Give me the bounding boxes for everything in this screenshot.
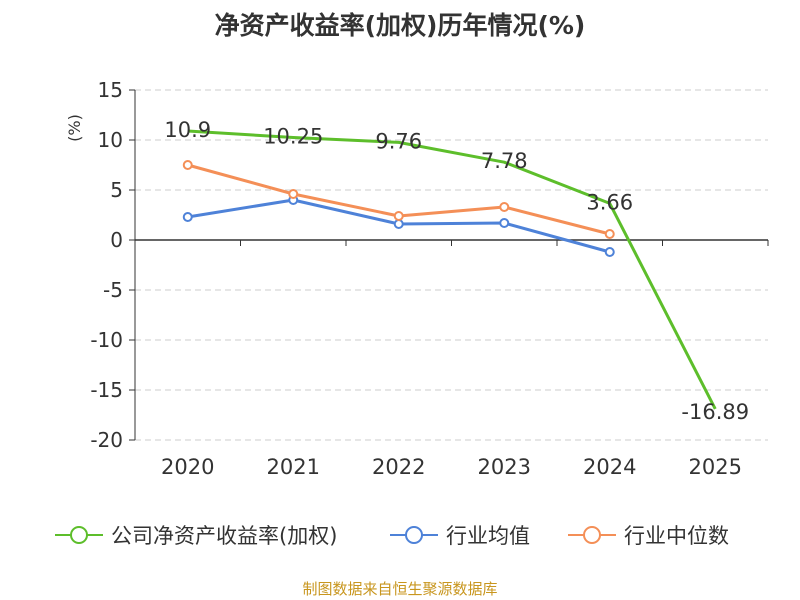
x-tick-label: 2020 xyxy=(161,455,214,479)
series-line-0 xyxy=(187,129,717,410)
series-1-point xyxy=(393,219,404,229)
series-1-point xyxy=(604,247,615,257)
series-2-point xyxy=(182,160,193,170)
series-1-point xyxy=(182,212,193,222)
data-label: -16.89 xyxy=(681,400,749,424)
x-tick-label: 2025 xyxy=(689,455,742,479)
legend-item-industry-median[interactable]: 行业中位数 xyxy=(568,520,729,550)
y-tick-label: -5 xyxy=(103,278,123,302)
legend-label-company-roe: 公司净资产收益率(加权) xyxy=(111,524,338,548)
x-tick-label: 2024 xyxy=(583,455,636,479)
legend-item-industry-mean[interactable]: 行业均值 xyxy=(390,520,530,550)
series-2-point xyxy=(288,189,299,199)
data-label: 9.76 xyxy=(375,129,422,153)
legend-line-circle-icon xyxy=(390,526,438,544)
legend-label-industry-mean: 行业均值 xyxy=(446,524,530,548)
data-label: 3.66 xyxy=(586,190,633,214)
y-tick-label: -20 xyxy=(90,428,123,452)
x-tick-label: 2022 xyxy=(372,455,425,479)
chart-title: 净资产收益率(加权)历年情况(%) xyxy=(214,11,586,40)
y-tick-label: 15 xyxy=(98,78,123,102)
x-tick-label: 2021 xyxy=(267,455,320,479)
data-label: 7.78 xyxy=(481,149,528,173)
data-label: 10.9 xyxy=(164,118,211,142)
y-tick-label: -15 xyxy=(90,378,123,402)
y-tick-label: 10 xyxy=(98,128,123,152)
x-tick-label: 2023 xyxy=(478,455,531,479)
legend-line-circle-icon xyxy=(568,526,616,544)
series-1-point xyxy=(499,218,510,228)
series-2-point xyxy=(499,202,510,212)
series-2-point xyxy=(393,211,404,221)
y-tick-label: 0 xyxy=(110,228,123,252)
y-tick-label: 5 xyxy=(110,178,123,202)
y-tick-label: -10 xyxy=(90,328,123,352)
y-axis-unit-label: (%) xyxy=(65,114,84,142)
legend-item-company-roe[interactable]: 公司净资产收益率(加权) xyxy=(55,520,337,550)
series-2-point xyxy=(604,229,615,239)
data-label: 10.25 xyxy=(263,125,323,149)
legend-label-industry-median: 行业中位数 xyxy=(624,524,729,548)
source-note: 制图数据来自恒生聚源数据库 xyxy=(302,580,498,598)
legend-line-circle-icon xyxy=(55,526,103,544)
